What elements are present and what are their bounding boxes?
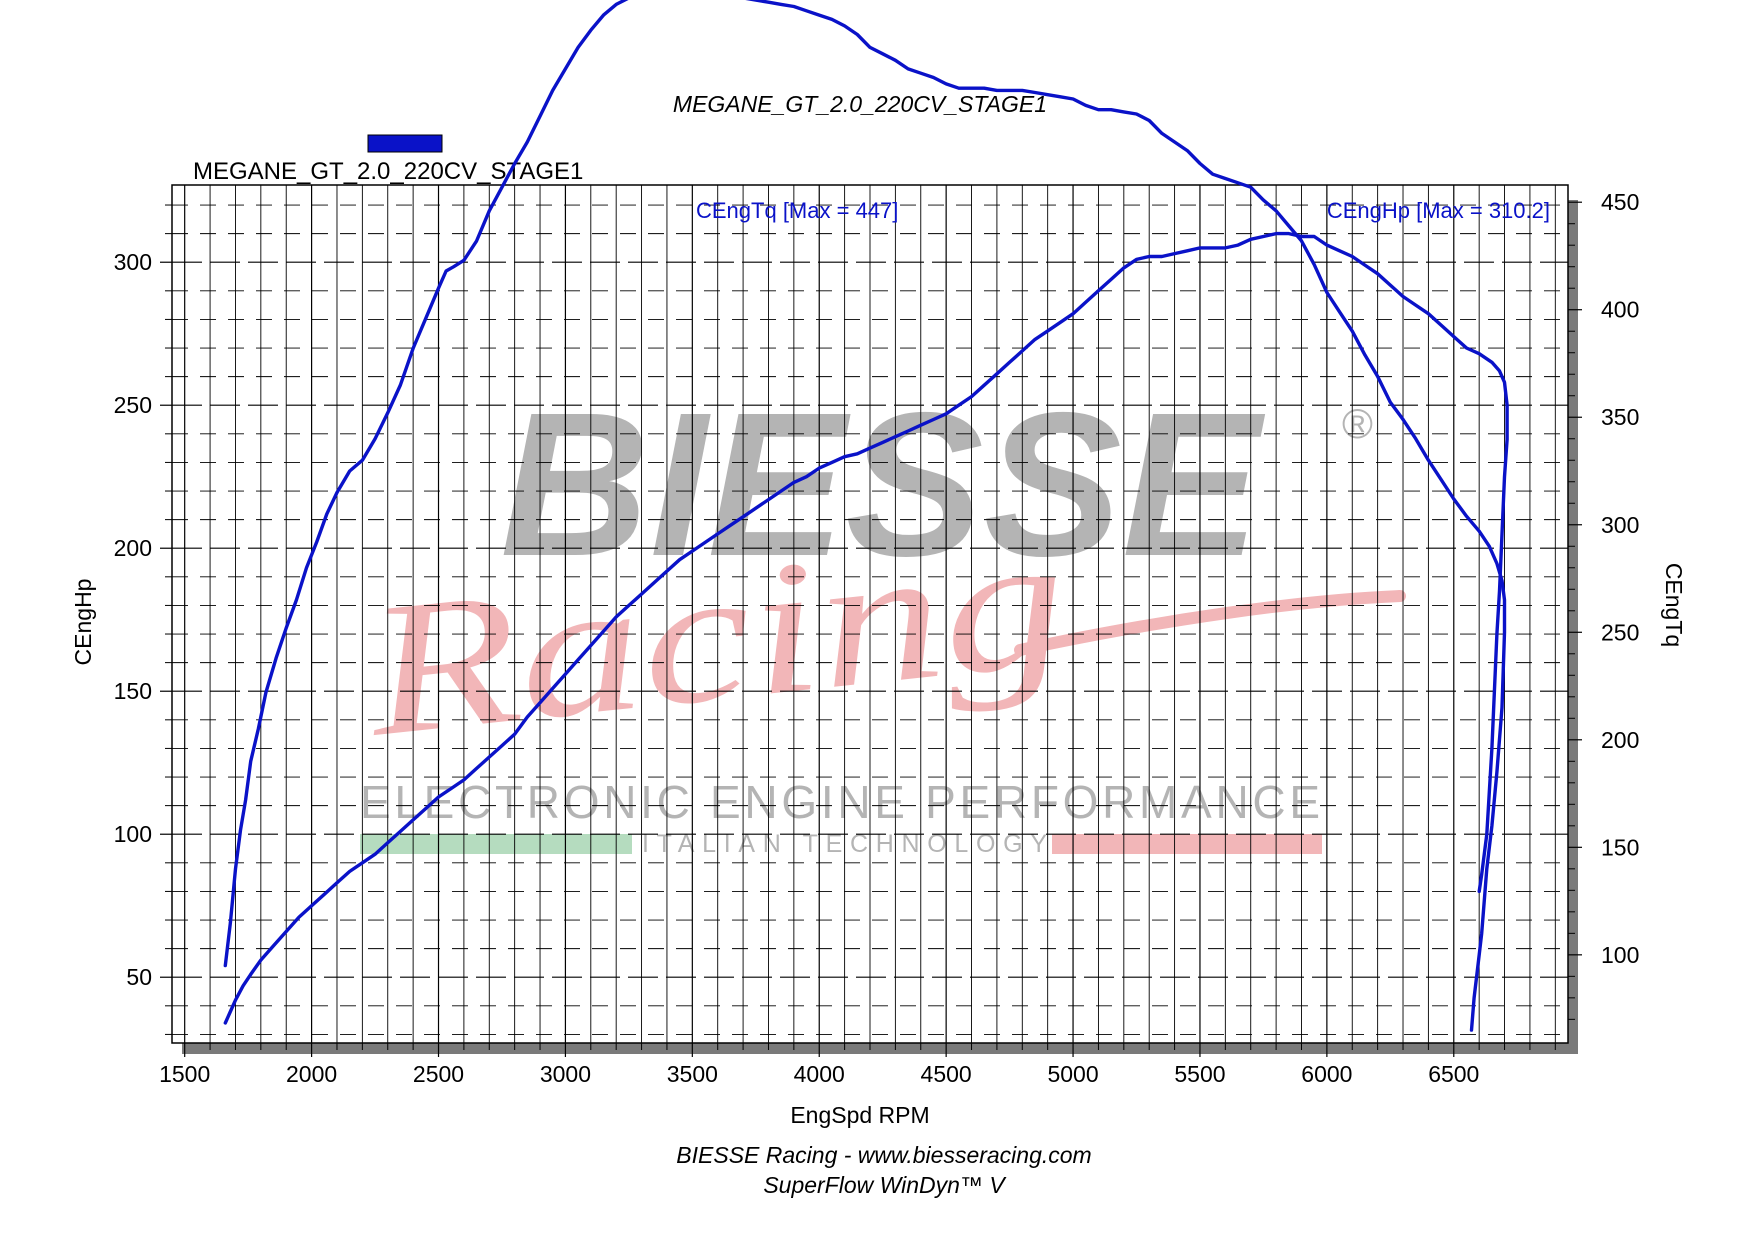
series-line-cengtq <box>223 0 1507 1032</box>
x-tick-label: 3500 <box>667 1061 718 1087</box>
watermark-tagline: ELECTRONIC ENGINE PERFORMANCE <box>360 776 1320 828</box>
annotation-torque-max: CEngTq [Max = 447] <box>696 198 898 223</box>
x-tick-label: 5500 <box>1174 1061 1225 1087</box>
series-group <box>223 0 1509 1032</box>
y-right-tick-label: 250 <box>1601 619 1639 645</box>
y-right-tick-label: 200 <box>1601 727 1639 753</box>
watermark-registered: ® <box>1342 400 1373 447</box>
chart-title: MEGANE_GT_2.0_220CV_STAGE1 <box>673 91 1047 117</box>
y-left-tick-label: 150 <box>114 678 152 704</box>
x-tick-label: 2500 <box>413 1061 464 1087</box>
x-tick-label: 5000 <box>1047 1061 1098 1087</box>
series-line-cenghp <box>223 231 1509 1025</box>
y-left-tick-label: 300 <box>114 249 152 275</box>
legend-swatch <box>367 134 443 153</box>
x-tick-label: 1500 <box>159 1061 210 1087</box>
y-left-tick-label: 250 <box>114 392 152 418</box>
y-axis-right-label: CEngTq <box>1661 563 1687 647</box>
x-tick-label: 3000 <box>540 1061 591 1087</box>
y-right-tick-label: 450 <box>1601 189 1639 215</box>
y-right-tick-label: 100 <box>1601 942 1639 968</box>
x-tick-label: 4500 <box>921 1061 972 1087</box>
y-left-tick-label: 50 <box>126 964 152 990</box>
grid <box>172 185 1568 1043</box>
legend-label: MEGANE_GT_2.0_220CV_STAGE1 <box>193 158 583 185</box>
y-right-tick-label: 350 <box>1601 404 1639 430</box>
y-right-tick-label: 400 <box>1601 297 1639 323</box>
x-tick-label: 2000 <box>286 1061 337 1087</box>
x-tick-label: 4000 <box>794 1061 845 1087</box>
annotation-power-max: CEngHp [Max = 310.2] <box>1327 198 1550 223</box>
watermark-brand: BIESSE <box>500 370 1265 599</box>
footer-software: SuperFlow WinDyn™ V <box>763 1172 1007 1198</box>
axes: 1500 2000 2500 3000 3500 4000 4500 5000 5500 6000… <box>114 189 1640 1087</box>
x-tick-label: 6500 <box>1428 1061 1479 1087</box>
x-axis-label: EngSpd RPM <box>790 1102 929 1128</box>
x-tick-label: 6000 <box>1301 1061 1352 1087</box>
watermark-green-bar <box>360 834 632 854</box>
y-right-tick-label: 150 <box>1601 834 1639 860</box>
y-left-tick-label: 100 <box>114 821 152 847</box>
footer-credit: BIESSE Racing - www.biesseracing.com <box>676 1142 1091 1168</box>
y-axis-left-label: CEngHp <box>70 579 96 666</box>
y-left-tick-label: 200 <box>114 535 152 561</box>
watermark-red-bar <box>1052 834 1322 854</box>
y-right-tick-label: 300 <box>1601 512 1639 538</box>
